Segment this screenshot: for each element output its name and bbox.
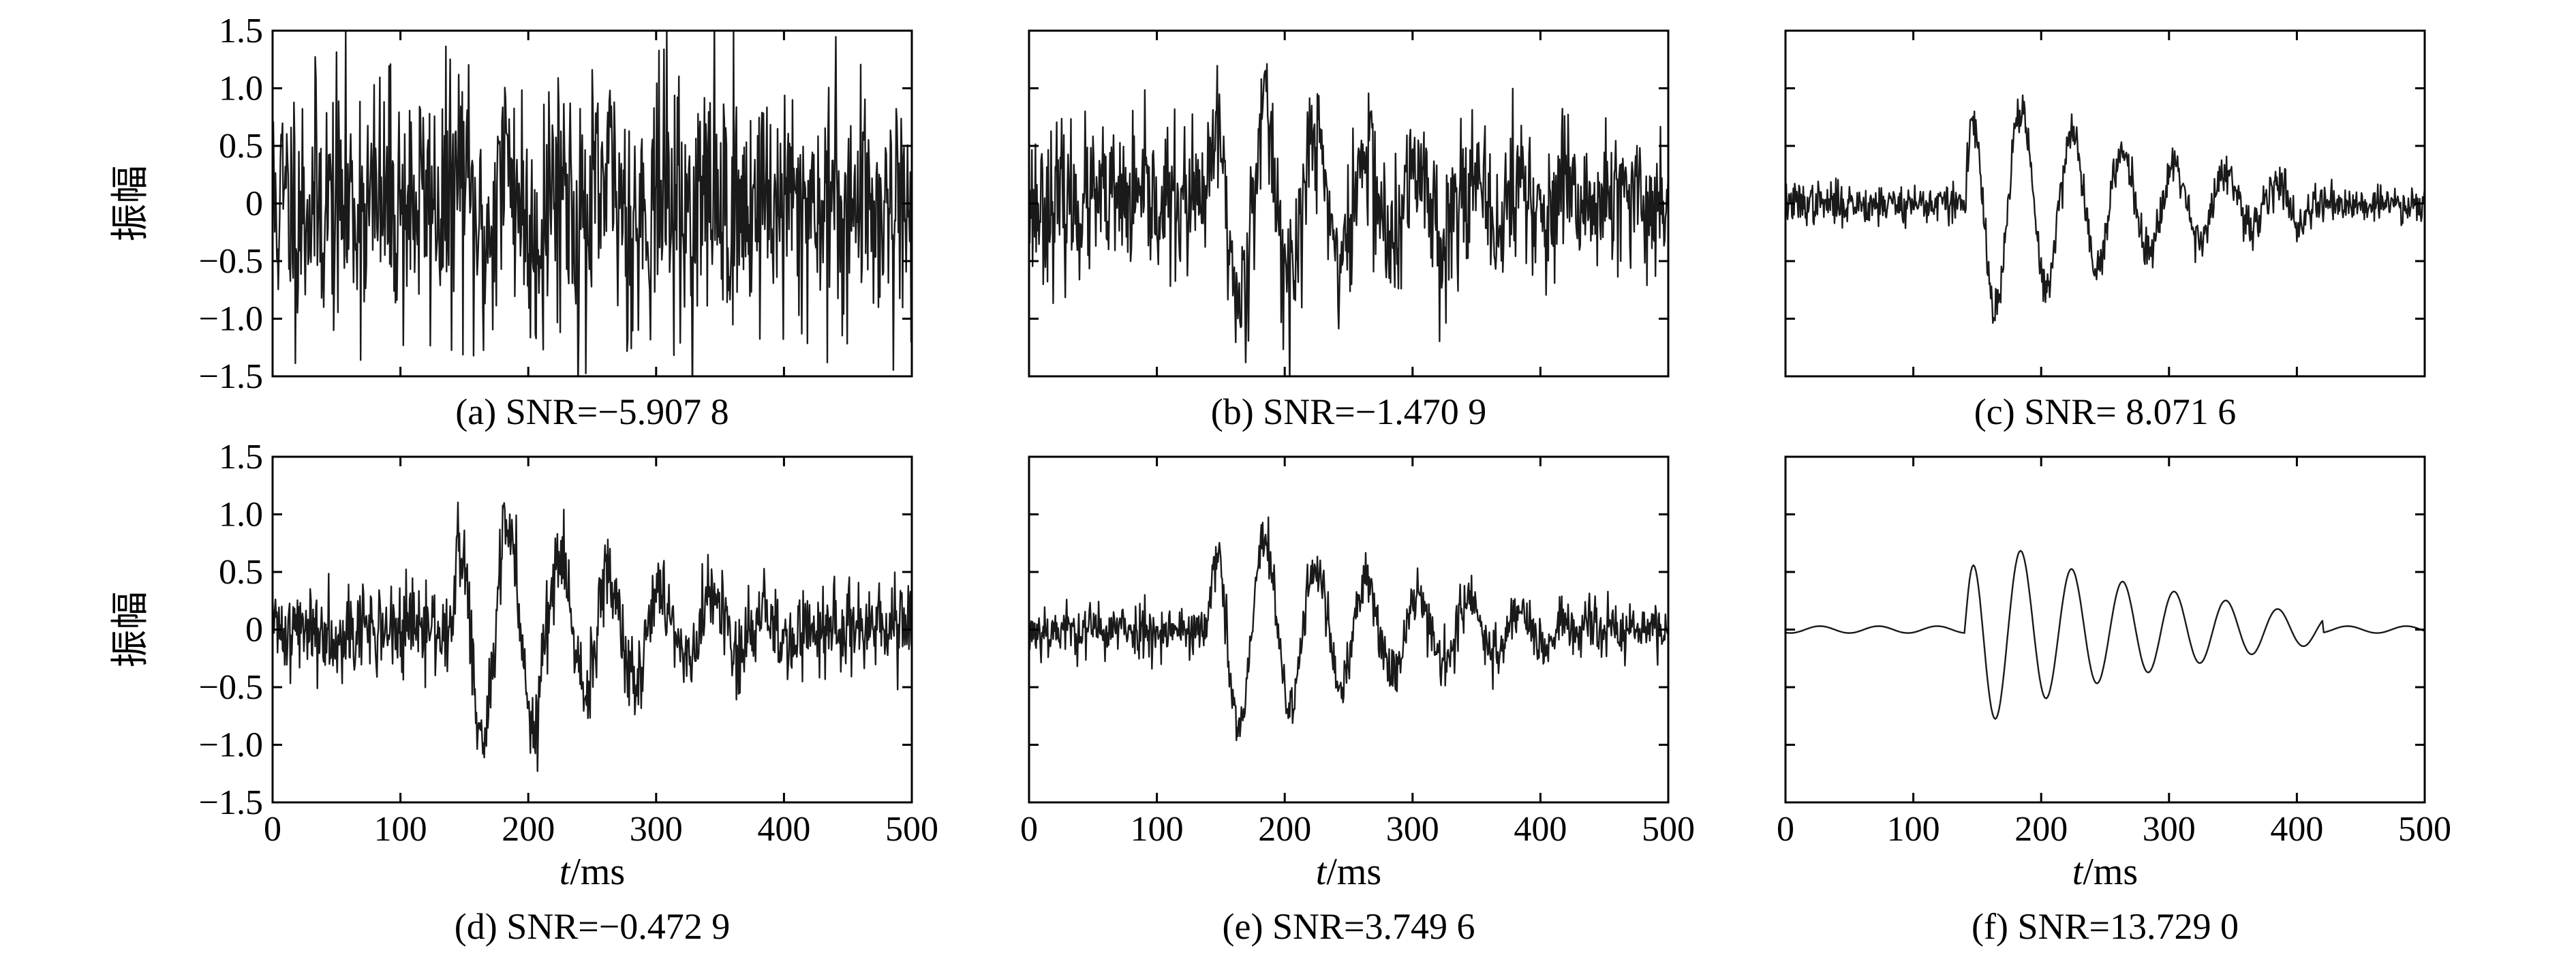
panel-caption: (d) SNR=−0.472 9 xyxy=(455,906,730,947)
y-tick-label: 0.5 xyxy=(219,127,263,166)
x-tick-label: 300 xyxy=(1386,810,1439,849)
x-tick-label: 300 xyxy=(2143,810,2196,849)
series-line xyxy=(273,501,912,772)
panel-a: 1.5 1.0 0.5 0 −0.5 −1.0 −1.5 振幅 (a) SNR=−5.907 8 xyxy=(108,12,913,432)
y-tick-label: −1.0 xyxy=(199,300,263,339)
panel-caption: (e) SNR=3.749 6 xyxy=(1223,906,1475,947)
panel-caption: (f) SNR=13.729 0 xyxy=(1972,906,2239,947)
x-tick-label: 200 xyxy=(1258,810,1311,849)
y-tick-label: 0 xyxy=(245,185,263,224)
x-axis-label: t/ms xyxy=(559,851,625,893)
series-line xyxy=(1785,94,2425,324)
y-tick-label: 1.0 xyxy=(219,496,263,534)
panel-e: 0 100 200 300 400 500 t/ms (e) SNR=3.749 6 xyxy=(1020,455,1695,947)
x-tick-label: 400 xyxy=(2270,810,2323,849)
x-tick-label: 500 xyxy=(885,810,938,849)
x-tick-label: 0 xyxy=(1020,810,1038,849)
y-tick-label: −1.0 xyxy=(199,726,263,765)
panel-d: 1.51.00.50−0.5−1.0−1.50 100 200 300 400 500振幅… xyxy=(108,438,938,947)
x-tick-label: 300 xyxy=(630,810,683,849)
y-axis-label: 振幅 xyxy=(108,592,153,668)
panel-caption: (b) SNR=−1.470 9 xyxy=(1211,391,1486,432)
x-tick-label: 0 xyxy=(1777,810,1794,849)
series-line xyxy=(1029,516,1668,742)
x-tick-label: 400 xyxy=(1514,810,1567,849)
panel-caption: (c) SNR= 8.071 6 xyxy=(1974,391,2236,432)
x-tick-label: 0 xyxy=(264,810,281,849)
y-tick-label: −1.5 xyxy=(199,783,263,822)
series-line xyxy=(1029,63,1668,376)
series-line xyxy=(273,31,912,376)
panel-f: 0 100 200 300 400 500 t/ms (f) SNR=13.729 0 xyxy=(1777,455,2451,947)
y-tick-label: 0 xyxy=(245,611,263,650)
x-tick-label: 200 xyxy=(502,810,555,849)
x-tick-label: 500 xyxy=(2398,810,2451,849)
x-tick-label: 100 xyxy=(1131,810,1184,849)
panel-caption: (a) SNR=−5.907 8 xyxy=(455,391,729,432)
y-tick-label: 1.5 xyxy=(219,12,263,50)
y-tick-label: 0.5 xyxy=(219,553,263,592)
x-tick-label: 400 xyxy=(757,810,810,849)
y-tick-label: −1.5 xyxy=(199,357,263,396)
panel-b: (b) SNR=−1.470 9 xyxy=(1028,29,1670,432)
x-tick-label: 100 xyxy=(1887,810,1940,849)
panel-c: (c) SNR= 8.071 6 xyxy=(1784,29,2426,432)
plot-frame xyxy=(1784,455,2426,804)
x-axis-label: t/ms xyxy=(1316,851,1381,893)
y-axis-label: 振幅 xyxy=(108,166,153,242)
y-tick-label: −0.5 xyxy=(199,668,263,707)
x-tick-label: 500 xyxy=(1642,810,1695,849)
x-tick-label: 200 xyxy=(2014,810,2068,849)
series-line xyxy=(1785,549,2425,720)
y-tick-label: −0.5 xyxy=(199,242,263,281)
y-tick-label: 1.5 xyxy=(219,438,263,477)
y-tick-label: 1.0 xyxy=(219,70,263,108)
x-tick-label: 100 xyxy=(374,810,427,849)
x-axis-label: t/ms xyxy=(2072,851,2138,893)
